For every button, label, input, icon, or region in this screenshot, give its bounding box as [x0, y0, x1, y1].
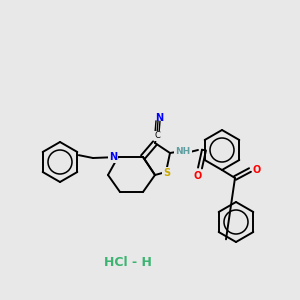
Text: HCl - H: HCl - H [104, 256, 152, 269]
Text: O: O [253, 165, 261, 175]
Text: S: S [164, 168, 171, 178]
Text: N: N [155, 113, 163, 123]
Text: N: N [109, 152, 117, 162]
Text: NH: NH [176, 148, 190, 157]
Text: O: O [194, 171, 202, 181]
Text: C: C [154, 131, 160, 140]
